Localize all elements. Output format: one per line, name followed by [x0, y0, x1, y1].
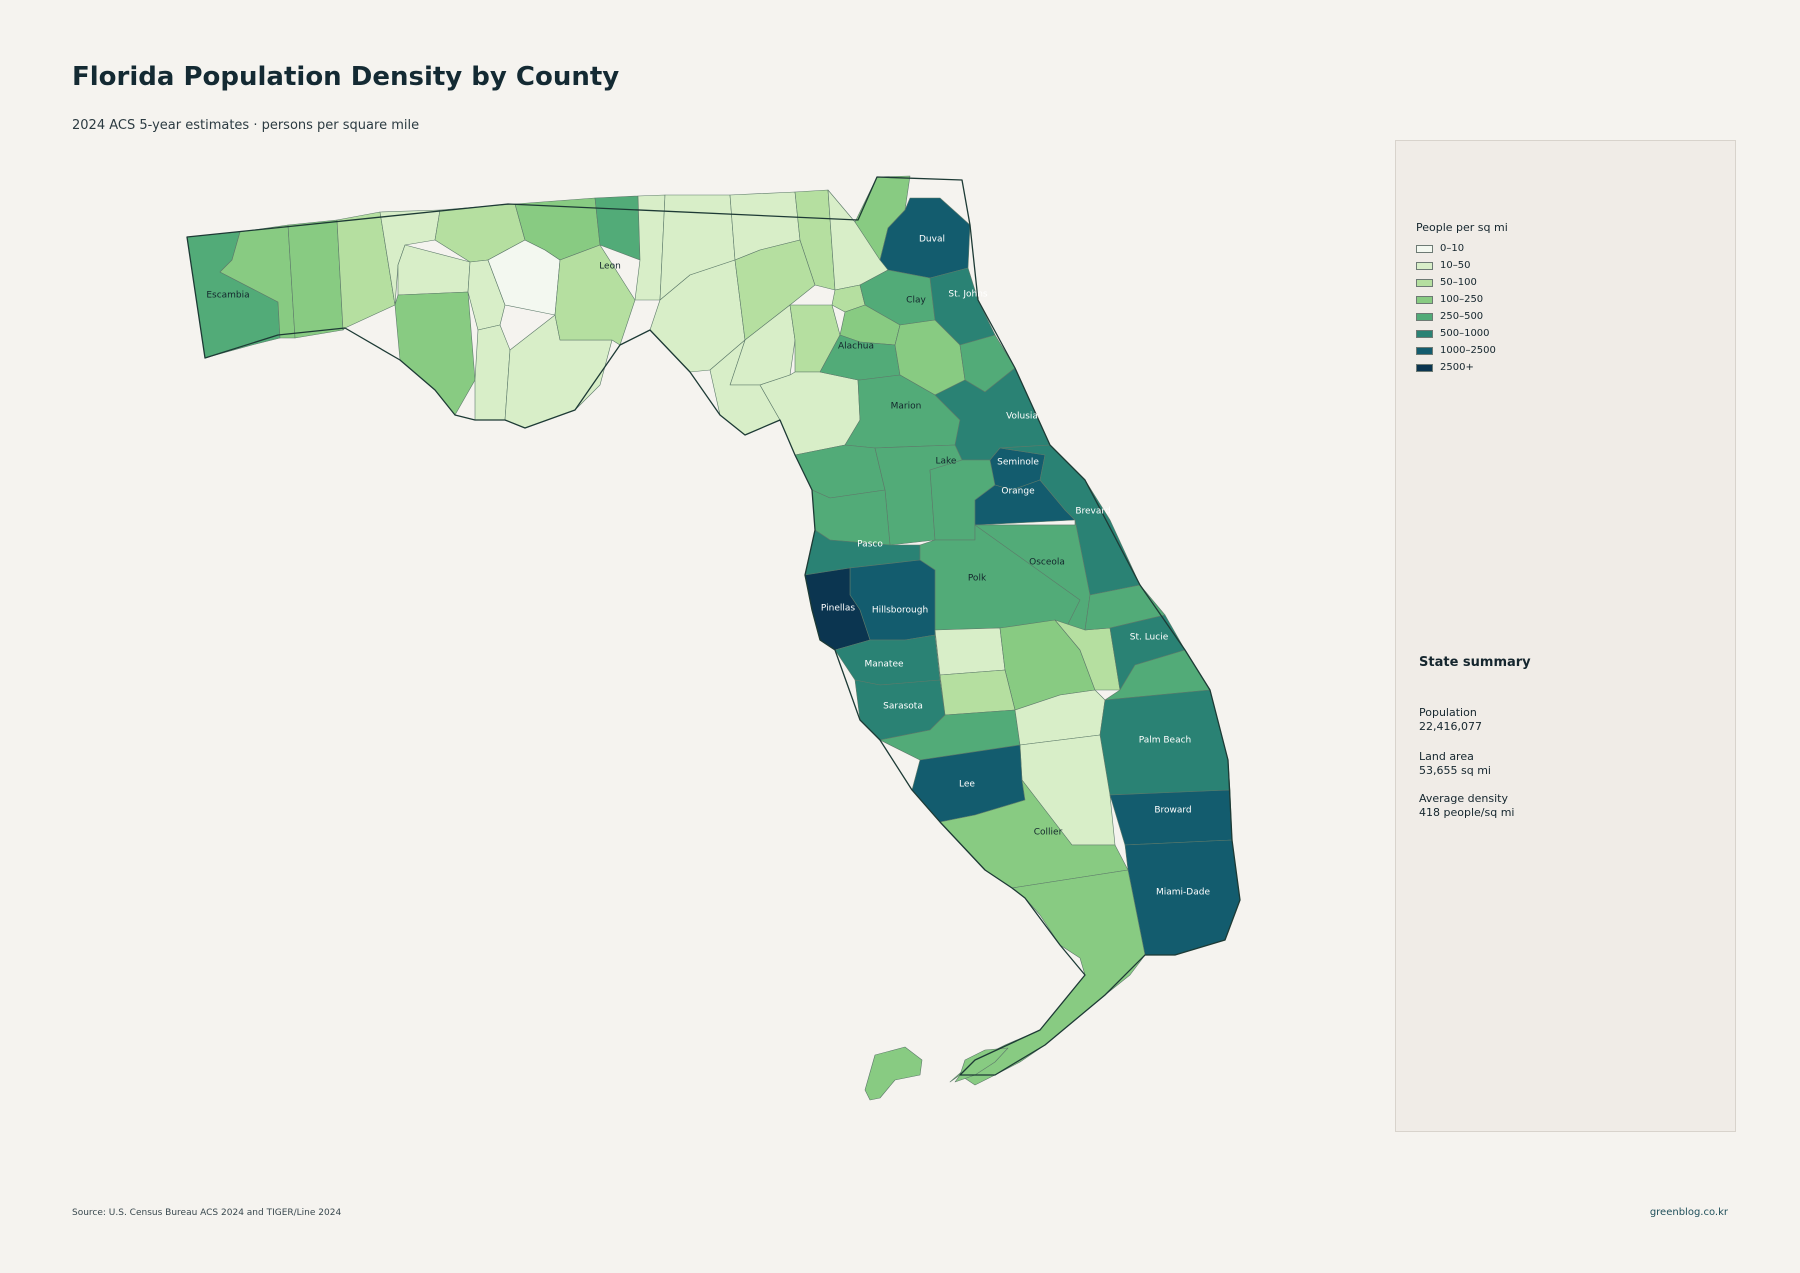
stat-value: 22,416,077 [1419, 720, 1482, 733]
legend-label: 250–500 [1440, 311, 1484, 322]
county-label-collier: Collier [1034, 828, 1063, 838]
county-label-palm-beach: Palm Beach [1139, 736, 1192, 746]
county-monroe-keys-west[interactable] [954, 1047, 1009, 1083]
county-wakulla[interactable] [554, 244, 636, 346]
legend-label: 50–100 [1440, 277, 1477, 288]
legend-item: 1000–2500 [1416, 342, 1496, 359]
legend-item: 0–10 [1416, 240, 1496, 257]
legend-item: 10–50 [1416, 257, 1496, 274]
county-label-st-lucie: St. Lucie [1130, 633, 1169, 643]
legend-swatch [1416, 312, 1433, 321]
legend-swatch [1416, 295, 1433, 304]
legend-swatch [1416, 244, 1433, 253]
county-monroe-island[interactable] [864, 1046, 923, 1101]
side-panel: People per sq mi 0–10 10–50 50–100 100–2… [1395, 140, 1736, 1132]
stat-label: Population [1419, 706, 1477, 719]
state-outline [186, 176, 1241, 1076]
county-label-broward: Broward [1154, 806, 1191, 816]
stat-land-area: Land area 53,655 sq mi [1419, 750, 1491, 778]
legend-label: 0–10 [1440, 243, 1465, 254]
county-label-polk: Polk [968, 574, 987, 584]
legend-label: 2500+ [1440, 362, 1474, 373]
legend-swatch [1416, 261, 1433, 270]
legend-item: 50–100 [1416, 274, 1496, 291]
map-title: Florida Population Density by County [72, 62, 620, 92]
county-jefferson[interactable] [634, 194, 666, 301]
credit-link[interactable]: greenblog.co.kr [1649, 1207, 1728, 1218]
legend: 0–10 10–50 50–100 100–250 250–500 500–10… [1416, 240, 1496, 376]
county-label-volusia: Volusia [1006, 412, 1038, 422]
county-label-osceola: Osceola [1029, 558, 1065, 568]
county-label-hillsborough: Hillsborough [872, 606, 928, 616]
stat-label: Land area [1419, 750, 1474, 763]
county-label-duval: Duval [919, 235, 945, 245]
county-label-leon: Leon [599, 262, 621, 272]
county-label-marion: Marion [891, 402, 922, 412]
county-label-lee: Lee [959, 780, 975, 790]
summary-title: State summary [1419, 655, 1531, 670]
county-label-brevard: Brevard [1075, 507, 1110, 517]
county-label-alachua: Alachua [838, 342, 874, 352]
legend-label: 100–250 [1440, 294, 1484, 305]
county-label-clay: Clay [906, 296, 926, 306]
county-label-pasco: Pasco [857, 540, 883, 550]
stat-average-density: Average density 418 people/sq mi [1419, 792, 1514, 820]
county-label-seminole: Seminole [997, 458, 1039, 468]
county-label-st-johns: St. Johns [948, 290, 988, 300]
county-label-manatee: Manatee [864, 660, 904, 670]
county-miami-dade[interactable] [1124, 839, 1241, 956]
county-label-escambia: Escambia [206, 291, 249, 301]
stat-label: Average density [1419, 792, 1508, 805]
stat-population: Population 22,416,077 [1419, 706, 1482, 734]
county-columbia[interactable] [794, 189, 836, 291]
legend-label: 500–1000 [1440, 328, 1490, 339]
county-label-orange: Orange [1001, 487, 1035, 497]
legend-item: 500–1000 [1416, 325, 1496, 342]
legend-label: 10–50 [1440, 260, 1471, 271]
legend-item: 250–500 [1416, 308, 1496, 325]
stat-value: 53,655 sq mi [1419, 764, 1491, 777]
county-gulf[interactable] [474, 324, 511, 421]
county-label-lake: Lake [936, 457, 957, 467]
county-hardee[interactable] [934, 627, 1006, 676]
legend-swatch [1416, 363, 1433, 372]
county-broward[interactable] [1109, 789, 1233, 846]
legend-title: People per sq mi [1416, 221, 1508, 234]
legend-label: 1000–2500 [1440, 345, 1496, 356]
legend-swatch [1416, 278, 1433, 287]
map-subtitle: 2024 ACS 5-year estimates · persons per … [72, 118, 420, 133]
legend-swatch [1416, 346, 1433, 355]
county-okaloosa[interactable] [287, 219, 344, 339]
stat-value: 418 people/sq mi [1419, 806, 1515, 819]
legend-item: 2500+ [1416, 359, 1496, 376]
legend-swatch [1416, 329, 1433, 338]
county-walton[interactable] [336, 211, 396, 331]
legend-item: 100–250 [1416, 291, 1496, 308]
county-label-pinellas: Pinellas [821, 604, 855, 614]
county-desoto[interactable] [939, 669, 1016, 716]
county-bay[interactable] [394, 291, 476, 416]
source-note: Source: U.S. Census Bureau ACS 2024 and … [72, 1208, 342, 1218]
county-label-miami-dade: Miami-Dade [1156, 888, 1210, 898]
county-monroe[interactable] [949, 869, 1146, 1086]
county-label-sarasota: Sarasota [883, 702, 923, 712]
county-citrus[interactable] [794, 444, 886, 499]
